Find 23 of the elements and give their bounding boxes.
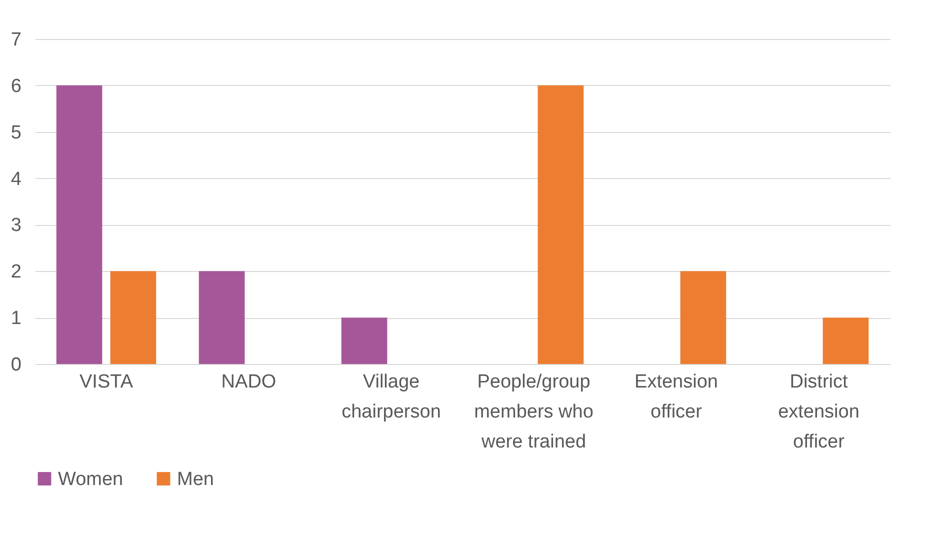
y-tick-label: 4: [10, 168, 22, 190]
y-tick-label: 0: [10, 354, 22, 376]
x-tick-label: People/group members who were trained: [474, 372, 594, 452]
bar: [680, 271, 726, 364]
bar: [538, 85, 584, 364]
legend-label: Women: [58, 468, 124, 490]
bar: [341, 318, 388, 364]
y-tick-label: 7: [10, 30, 22, 50]
x-tick-label: District extension officer: [778, 372, 860, 452]
y-tick-label: 3: [10, 215, 22, 236]
legend-label: Men: [177, 468, 214, 490]
bar: [822, 318, 869, 364]
y-tick-label: 1: [10, 308, 22, 330]
x-tick-label: Village chairperson: [342, 372, 441, 422]
bar: [110, 271, 156, 364]
bar: [198, 271, 245, 364]
y-tick-label: 5: [10, 122, 22, 144]
x-tick-label: Extension officer: [634, 372, 718, 422]
x-tick-label: VISTA: [80, 372, 134, 392]
y-tick-label: 6: [10, 76, 22, 97]
y-tick-label: 2: [10, 262, 22, 283]
bar: [56, 85, 102, 364]
x-tick-label: NADO: [221, 372, 276, 392]
